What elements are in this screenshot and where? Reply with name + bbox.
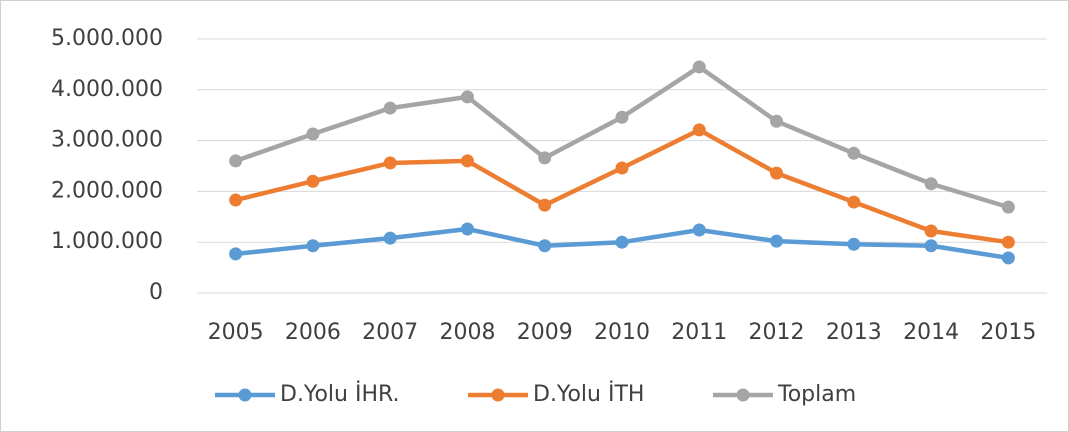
data-point: [770, 114, 784, 128]
data-point: [924, 224, 938, 238]
x-tick-label: 2008: [439, 320, 495, 345]
data-point: [770, 166, 784, 180]
data-point: [306, 239, 320, 253]
data-point: [460, 90, 474, 104]
legend-label: D.Yolu İTH: [533, 381, 644, 407]
x-tick-label: 2005: [208, 320, 264, 345]
data-point: [460, 154, 474, 168]
data-point: [615, 235, 629, 249]
x-tick-label: 2007: [362, 320, 418, 345]
data-point: [538, 198, 552, 212]
data-point: [770, 234, 784, 248]
data-point: [538, 239, 552, 253]
x-tick-label: 2010: [594, 320, 650, 345]
y-tick-label: 5.000.000: [51, 26, 163, 51]
data-point: [692, 123, 706, 137]
data-point: [692, 223, 706, 237]
y-tick-label: 3.000.000: [51, 128, 163, 153]
data-point: [924, 239, 938, 253]
data-point: [1001, 251, 1015, 265]
x-tick-label: 2013: [826, 320, 882, 345]
data-point: [306, 174, 320, 188]
data-point: [538, 151, 552, 165]
x-tick-label: 2012: [749, 320, 805, 345]
data-point: [383, 101, 397, 115]
data-point: [615, 161, 629, 175]
data-point: [229, 247, 243, 261]
data-point: [847, 146, 861, 160]
data-point: [383, 231, 397, 245]
legend-label: Toplam: [777, 382, 856, 407]
x-tick-label: 2011: [671, 320, 727, 345]
data-point: [615, 110, 629, 124]
legend-marker: [736, 388, 750, 402]
data-point: [847, 195, 861, 209]
data-point: [924, 177, 938, 191]
legend-label: D.Yolu İHR.: [280, 381, 400, 407]
data-point: [692, 60, 706, 74]
data-point: [1001, 235, 1015, 249]
x-tick-label: 2014: [903, 320, 959, 345]
legend-marker: [238, 388, 252, 402]
y-tick-label: 0: [149, 280, 163, 305]
data-point: [460, 222, 474, 236]
data-point: [847, 237, 861, 251]
data-point: [383, 156, 397, 170]
data-point: [229, 193, 243, 207]
data-point: [229, 154, 243, 168]
x-tick-label: 2006: [285, 320, 341, 345]
y-tick-label: 4.000.000: [51, 77, 163, 102]
data-point: [1001, 200, 1015, 214]
legend-marker: [491, 388, 505, 402]
x-tick-label: 2009: [517, 320, 573, 345]
data-point: [306, 127, 320, 141]
x-tick-label: 2015: [980, 320, 1036, 345]
y-tick-label: 2.000.000: [51, 178, 163, 203]
y-tick-label: 1.000.000: [51, 229, 163, 254]
